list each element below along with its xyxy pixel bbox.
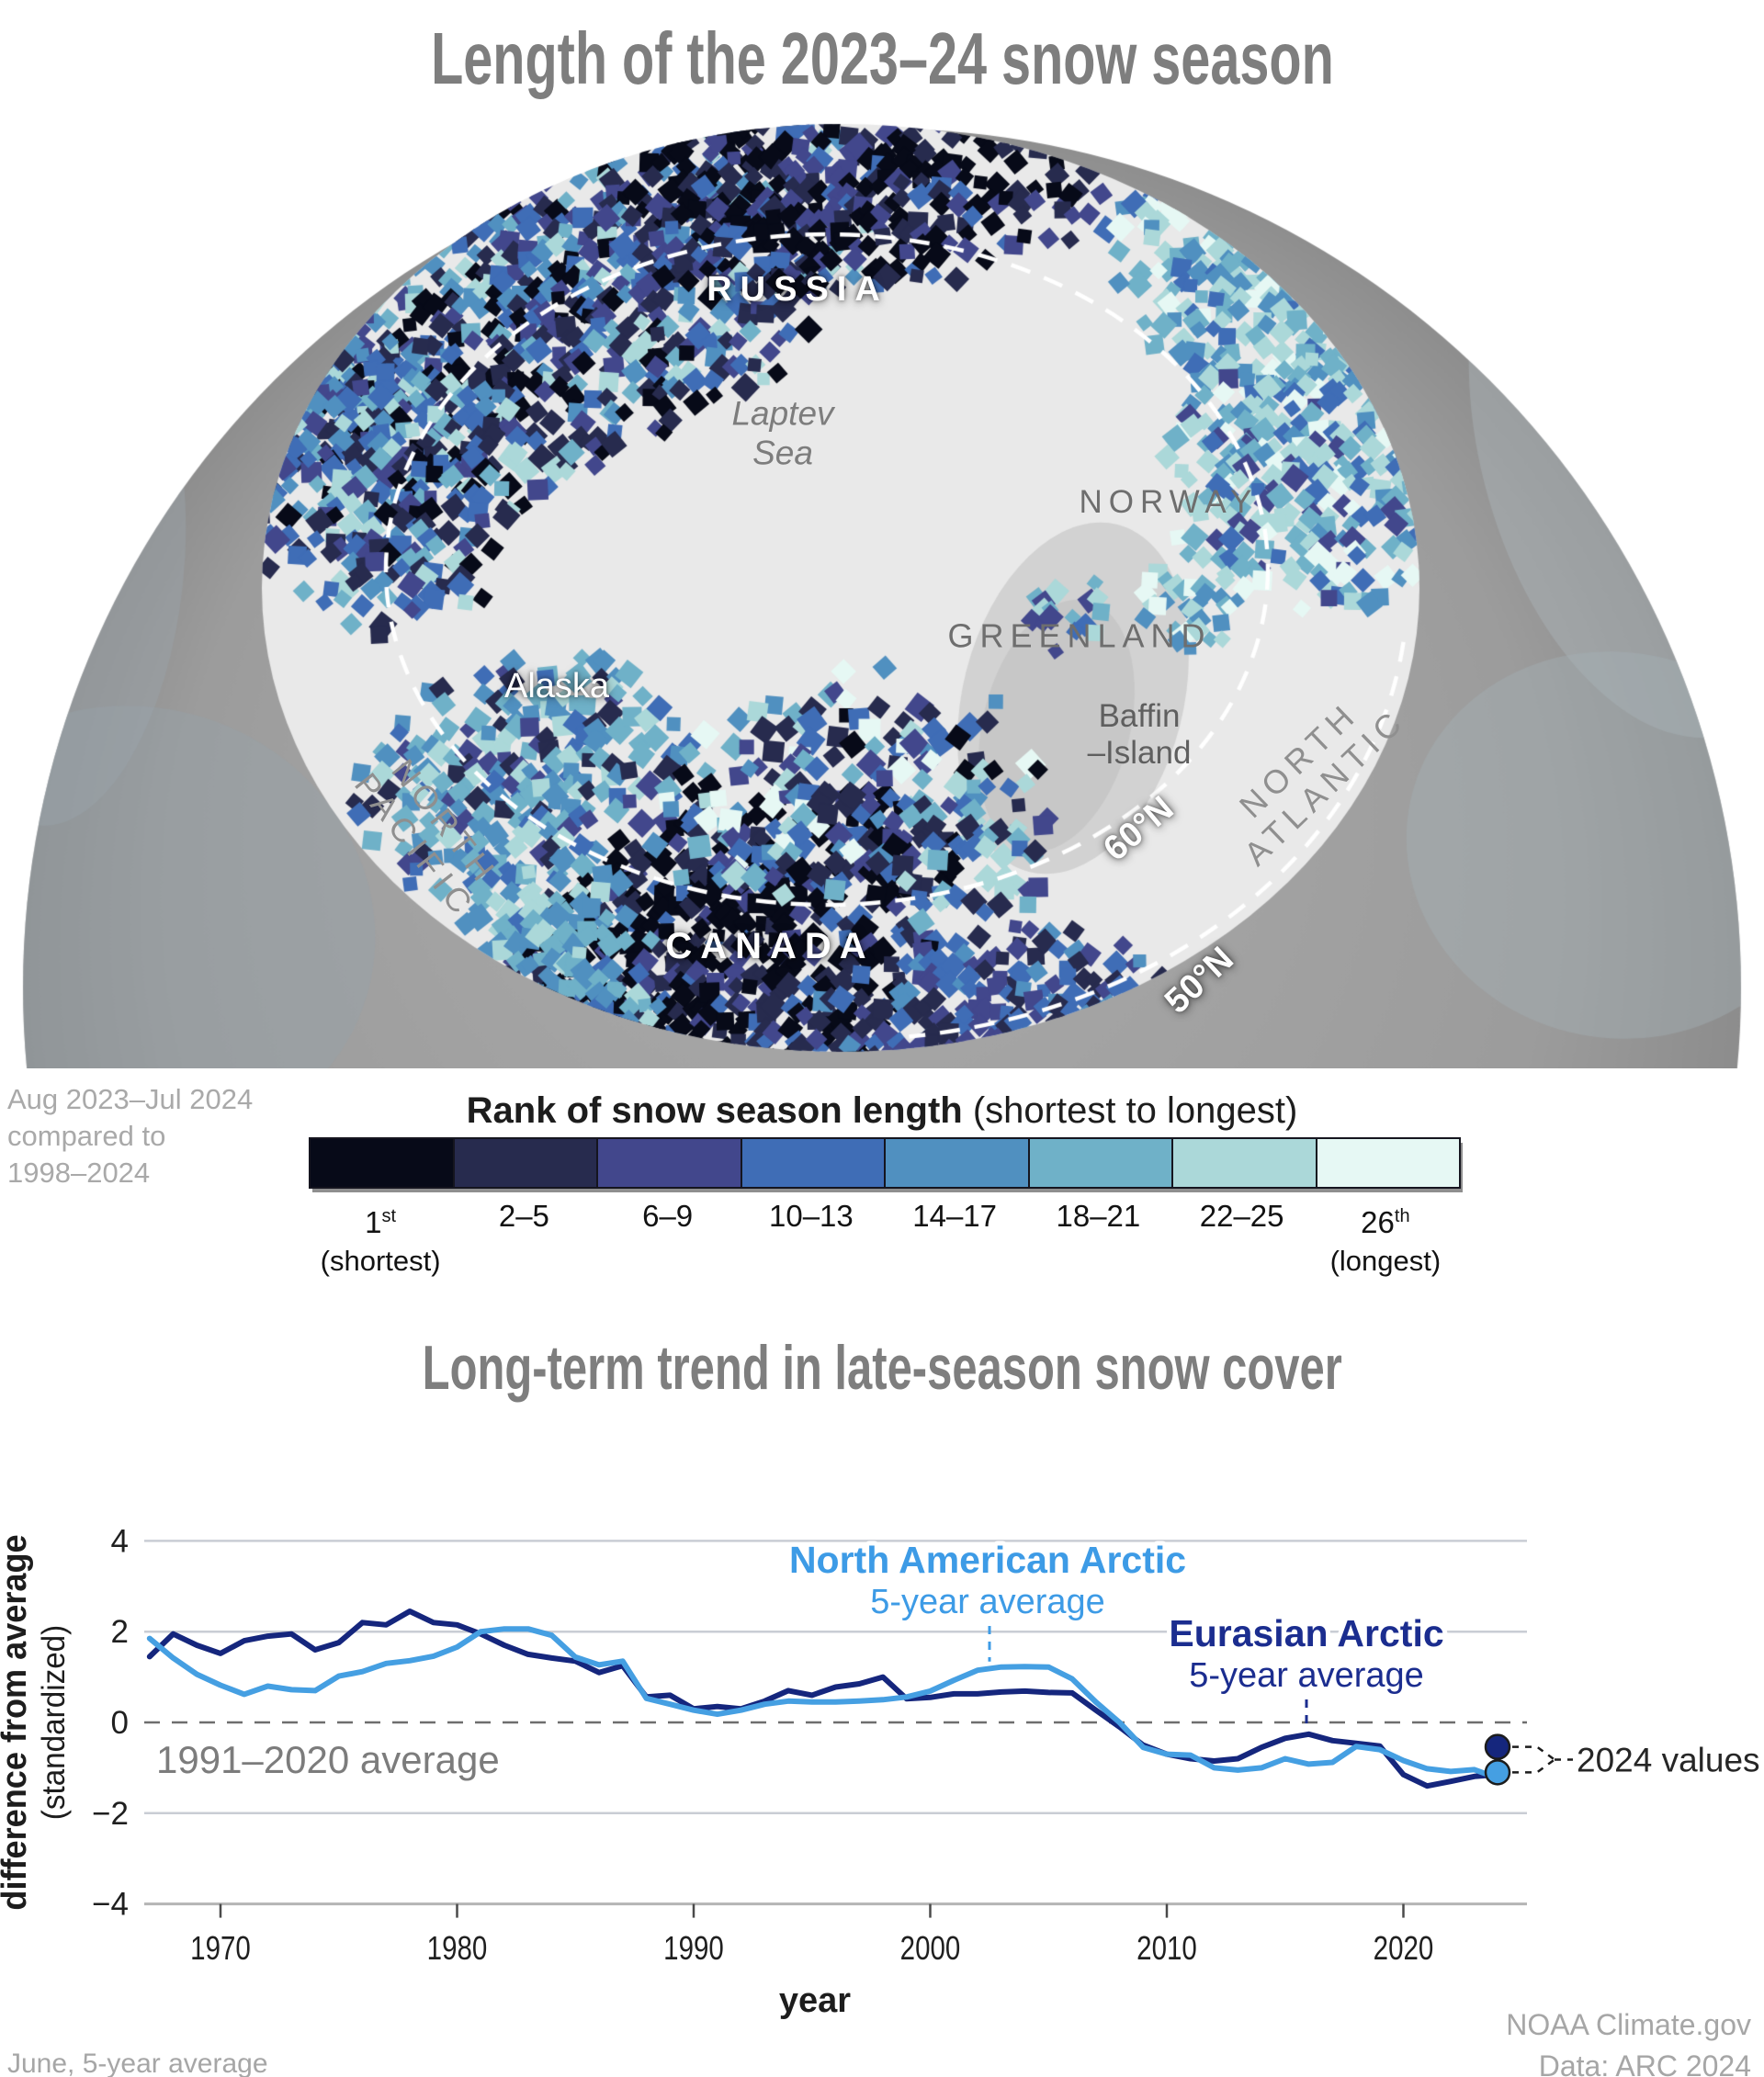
x-tick-1980: 1980 — [427, 1929, 488, 1966]
legend-note-line3: 1998–2024 — [7, 1157, 151, 1189]
y-axis-title: difference from average — [0, 1534, 33, 1910]
credit-source: NOAA Climate.gov — [1506, 2008, 1751, 2041]
annotation-north-american-line2: 5-year average — [870, 1583, 1105, 1621]
trend-line-chart: 4 2 0 −2 −4 1970 1980 1990 2000 2010 2020 year diffe… — [0, 1523, 1760, 2020]
arctic-globe-map — [0, 0, 1764, 1068]
snow-season-map-section: Length of the 2023–24 snow season RUSSIA… — [0, 0, 1764, 1068]
legend-swatch-6 — [1029, 1139, 1173, 1187]
bracket-top — [1512, 1745, 1555, 1761]
legend-class-labels: 1st (shortest) 2–5 6–9 10–13 14–17 18–21 2… — [309, 1199, 1457, 1279]
map-label-greenland: GREENLAND — [947, 616, 1212, 655]
legend-label-4: 10–13 — [768, 1199, 854, 1233]
map-label-north-pacific: NORTH PACIFIC — [346, 751, 506, 926]
annotation-eurasian-line2: 5-year average — [1189, 1656, 1424, 1695]
legend-swatch-3 — [598, 1139, 742, 1187]
y-axis-subtitle: (standardized) — [36, 1625, 72, 1820]
legend-title: Rank of snow season length (shortest to … — [0, 1090, 1764, 1132]
series-line-eurasian-arctic — [146, 1609, 1501, 1789]
legend-title-rest: (shortest to longest) — [962, 1090, 1298, 1131]
legend-section: Aug 2023–Jul 2024 compared to 1998–2024 … — [0, 1068, 1764, 1314]
legend-label-6: 18–21 — [1056, 1199, 1141, 1233]
map-label-baffin-island: Baffin –Island — [1087, 697, 1192, 771]
annotation-north-american-line1: North American Arctic — [789, 1539, 1186, 1581]
legend-label-7: 22–25 — [1199, 1199, 1284, 1233]
map-labels-layer: RUSSIA Laptev Sea NORWAY GREENLAND Baffin –Isl… — [346, 270, 1414, 1022]
x-tick-1990: 1990 — [663, 1929, 724, 1966]
x-tick-2010: 2010 — [1136, 1929, 1197, 1966]
map-label-alaska: Alaska — [503, 667, 610, 706]
annotation-eurasian-line1: Eurasian Arctic — [1169, 1612, 1443, 1654]
legend-color-bar — [309, 1137, 1461, 1189]
legend-swatch-4 — [741, 1139, 886, 1187]
legend-swatch-5 — [886, 1139, 1030, 1187]
credits: NOAA Climate.gov Data: ARC 2024 — [1506, 2004, 1751, 2077]
x-axis-title: year — [779, 1981, 851, 2020]
legend-label-1: 1st (shortest) — [320, 1205, 441, 1277]
dot-2024-eurasian — [1484, 1733, 1511, 1760]
trend-title-text: Long-term trend in late-season snow cove… — [422, 1333, 1342, 1403]
map-label-laptev-sea: Laptev Sea — [731, 394, 834, 471]
zero-line-label: 1991–2020 average — [156, 1738, 500, 1781]
legend-title-bold: Rank of snow season length — [466, 1090, 963, 1131]
x-tick-2020: 2020 — [1374, 1929, 1434, 1966]
legend-label-3: 6–9 — [642, 1199, 694, 1233]
trend-title: Long-term trend in late-season snow cove… — [0, 1332, 1764, 1404]
x-tick-2000: 2000 — [900, 1929, 961, 1966]
trend-chart-section: Long-term trend in late-season snow cove… — [0, 1314, 1764, 2077]
map-label-north-atlantic: NORTH ATLANTIC — [1231, 694, 1414, 874]
map-label-lat-50n: 50°N — [1158, 940, 1241, 1022]
dot-2024-north-american — [1484, 1759, 1511, 1786]
legend-period-note: Aug 2023–Jul 2024 compared to 1998–2024 — [7, 1081, 253, 1191]
map-label-russia: RUSSIA — [707, 270, 888, 310]
legend-swatch-2 — [454, 1139, 598, 1187]
map-label-norway: NORWAY — [1079, 483, 1259, 520]
y-tick-0: 0 — [111, 1705, 129, 1741]
legend-swatch-8 — [1317, 1139, 1459, 1187]
map-label-canada: CANADA — [665, 926, 875, 966]
y-tick-2: 2 — [111, 1614, 129, 1650]
x-tick-1970: 1970 — [190, 1929, 251, 1966]
legend-label-2: 2–5 — [498, 1199, 549, 1233]
values-2024-label: 2024 values — [1577, 1742, 1760, 1779]
map-label-lat-60n: 60°N — [1096, 788, 1182, 869]
chart-footnote: June, 5-year average — [7, 2049, 268, 2077]
y-tick-−2: −2 — [92, 1796, 129, 1832]
legend-note-line2: compared to — [7, 1120, 166, 1152]
y-tick-4: 4 — [111, 1523, 129, 1559]
credit-data: Data: ARC 2024 — [1538, 2049, 1751, 2077]
series-line-north-american-arctic — [146, 1626, 1501, 1781]
legend-label-8: 26th (longest) — [1329, 1205, 1442, 1277]
legend-swatch-7 — [1173, 1139, 1317, 1187]
bracket-bottom — [1512, 1758, 1555, 1774]
legend-note-line1: Aug 2023–Jul 2024 — [7, 1083, 254, 1115]
legend-swatch-1 — [311, 1139, 455, 1187]
legend-label-5: 14–17 — [912, 1199, 997, 1233]
y-tick-−4: −4 — [92, 1887, 129, 1923]
